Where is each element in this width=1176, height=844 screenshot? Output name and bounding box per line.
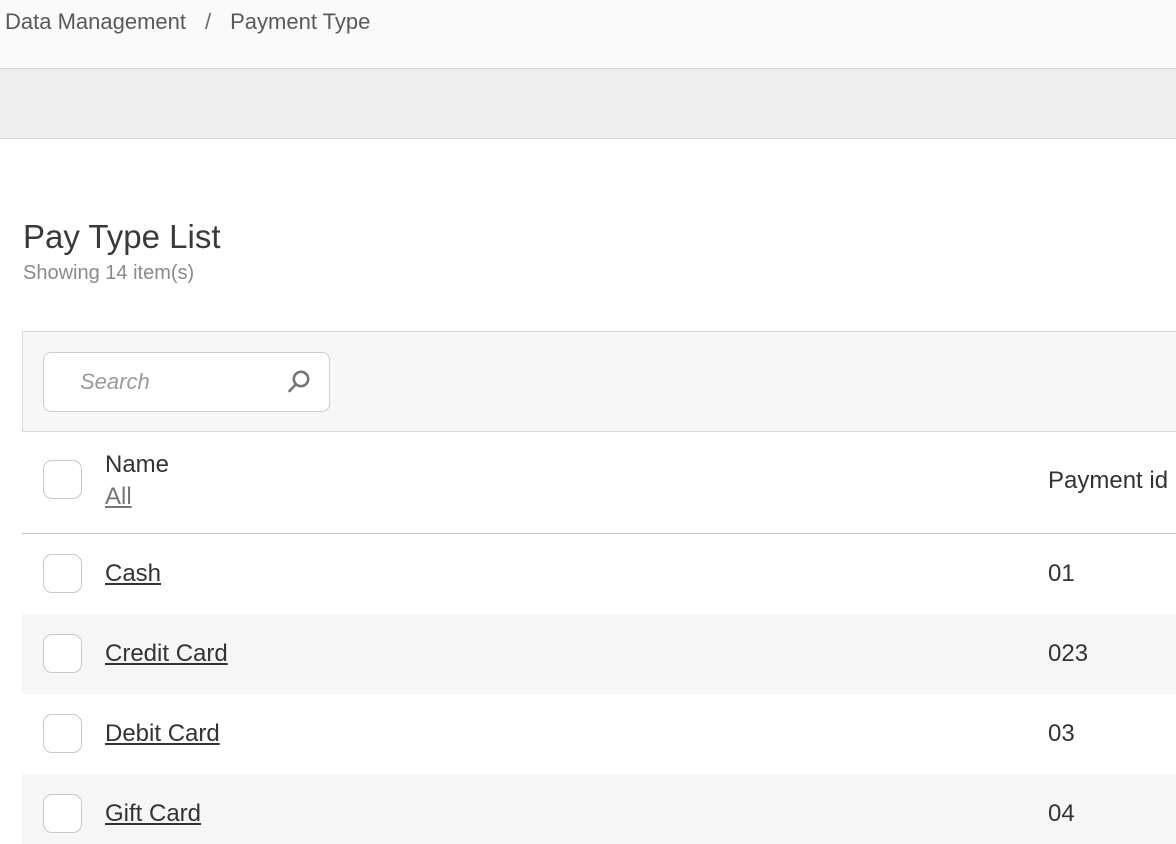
payment-id-value: 04 xyxy=(1048,800,1075,827)
pay-type-link[interactable]: Credit Card xyxy=(105,640,228,667)
payment-id-value: 03 xyxy=(1048,720,1075,747)
select-all-link[interactable]: All xyxy=(105,483,132,510)
top-bar: Data Management / Payment Type xyxy=(0,0,1176,68)
breadcrumb-separator: / xyxy=(205,9,212,34)
name-column-header: Name All xyxy=(105,449,169,513)
pay-type-link[interactable]: Cash xyxy=(105,560,162,587)
row-checkbox[interactable] xyxy=(43,794,82,833)
payment-id-column-header: Payment id xyxy=(1048,467,1169,494)
row-checkbox[interactable] xyxy=(43,634,82,673)
page-head: Pay Type List Showing 14 item(s) xyxy=(23,217,1176,287)
pay-type-link[interactable]: Debit Card xyxy=(105,720,220,747)
magnifier-icon[interactable] xyxy=(284,367,314,397)
table-row: Debit Card 03 xyxy=(22,694,1176,774)
name-column-label: Name xyxy=(105,451,170,478)
toolbar-band xyxy=(0,68,1176,139)
pay-type-table: Name All Payment id Cash 01 Credit Card … xyxy=(22,432,1176,844)
table-row: Cash 01 xyxy=(22,534,1176,614)
payment-id-value: 023 xyxy=(1048,640,1089,667)
table-header-row: Name All Payment id xyxy=(22,432,1176,534)
select-all-checkbox[interactable] xyxy=(43,460,82,499)
search-box xyxy=(43,351,330,412)
table-row: Credit Card 023 xyxy=(22,614,1176,694)
breadcrumb-item-data-management[interactable]: Data Management xyxy=(5,9,186,34)
search-panel xyxy=(22,331,1176,432)
page-title: Pay Type List xyxy=(23,218,221,255)
item-count-text: Showing 14 item(s) xyxy=(23,262,195,284)
row-checkbox[interactable] xyxy=(43,714,82,753)
breadcrumb: Data Management / Payment Type xyxy=(5,8,370,36)
payment-id-value: 01 xyxy=(1048,560,1075,587)
search-input[interactable] xyxy=(43,351,330,412)
row-checkbox[interactable] xyxy=(43,554,82,593)
table-row: Gift Card 04 xyxy=(22,774,1176,844)
breadcrumb-item-payment-type[interactable]: Payment Type xyxy=(230,9,371,34)
pay-type-link[interactable]: Gift Card xyxy=(105,800,202,827)
